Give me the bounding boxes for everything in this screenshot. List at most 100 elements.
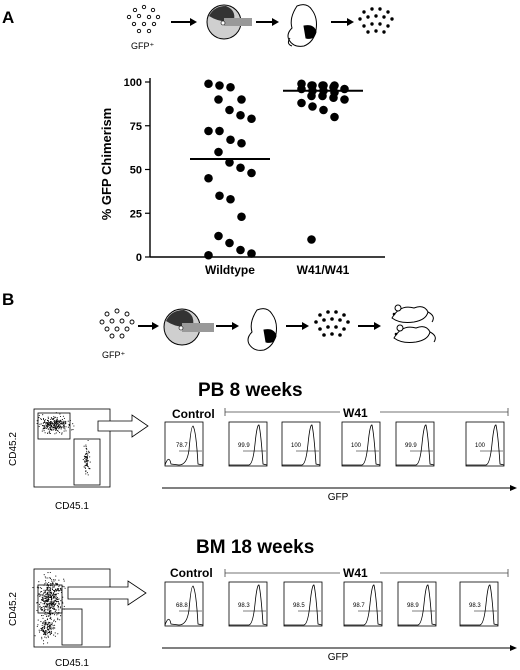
event-dot: [86, 461, 88, 463]
event-dot: [44, 606, 46, 608]
sorted-cells-icon: [358, 7, 394, 34]
event-dot: [45, 608, 47, 611]
event-dot: [47, 599, 49, 601]
event-dot: [55, 429, 57, 432]
event-dot: [55, 593, 57, 595]
event-dot: [53, 579, 55, 581]
event-dot: [55, 590, 57, 592]
event-dot: [43, 643, 45, 645]
event-dot: [46, 587, 48, 589]
event-dot: [68, 424, 70, 426]
event-dot: [45, 598, 47, 600]
gfp-cells-icon: [99, 308, 135, 339]
event-dot: [50, 589, 52, 592]
event-dot: [86, 457, 88, 459]
event-dot: [40, 621, 42, 623]
event-dot: [53, 614, 56, 616]
gfp-histogram: 100: [278, 420, 322, 470]
event-dot: [49, 428, 51, 430]
event-dot: [57, 633, 59, 635]
x-category-label: Wildtype: [205, 263, 255, 277]
event-dot: [54, 420, 56, 422]
event-dot: [53, 619, 55, 621]
event-dot: [54, 597, 56, 599]
event-dot: [43, 633, 45, 636]
event-dot: [43, 426, 45, 429]
histogram-curve: [344, 584, 383, 626]
event-dot: [46, 604, 48, 606]
event-dot: [47, 417, 49, 420]
event-dot: [57, 598, 59, 600]
histogram-curve: [396, 424, 435, 466]
embryo-icon: [287, 4, 317, 47]
histogram-curve: [466, 424, 505, 466]
event-dot: [41, 622, 44, 624]
gfp-axis: GFP: [162, 645, 517, 663]
event-dot: [48, 603, 50, 605]
dot-cloud: [32, 571, 66, 645]
event-dot: [50, 628, 52, 630]
event-dot: [49, 627, 51, 629]
event-dot: [58, 423, 60, 425]
event-dot: [53, 423, 55, 425]
data-point: [204, 79, 213, 89]
event-dot: [49, 430, 51, 432]
event-dot: [49, 425, 51, 427]
event-dot: [53, 424, 56, 426]
gfp-percent-label: 99.9: [238, 443, 250, 449]
event-dot: [55, 596, 57, 598]
event-dot: [86, 456, 88, 458]
event-dot: [86, 472, 88, 474]
event-dot: [43, 595, 45, 597]
event-dot: [55, 609, 57, 611]
event-dot: [54, 632, 56, 634]
data-point: [330, 112, 339, 122]
event-dot: [47, 597, 49, 599]
event-dot: [61, 598, 63, 600]
event-dot: [89, 456, 91, 458]
event-dot: [49, 587, 51, 589]
event-dot: [49, 631, 51, 633]
event-dot: [59, 619, 61, 621]
event-dot: [40, 418, 42, 420]
event-dot: [53, 416, 55, 418]
event-dot: [46, 599, 48, 601]
event-dot: [87, 439, 89, 442]
event-dot: [83, 457, 86, 459]
event-dot: [85, 459, 87, 461]
event-dot: [59, 606, 62, 608]
event-dot: [41, 636, 43, 638]
event-dot: [61, 601, 63, 603]
event-dot: [39, 591, 42, 593]
event-dot: [61, 433, 63, 435]
event-dot: [43, 427, 45, 429]
event-dot: [83, 445, 85, 447]
event-dot: [51, 606, 53, 608]
event-dot: [39, 593, 41, 595]
event-dot: [42, 600, 45, 602]
event-dot: [52, 602, 54, 604]
event-dot: [47, 625, 49, 627]
event-dot: [45, 422, 47, 424]
event-dot: [82, 459, 84, 461]
event-dot: [50, 591, 52, 593]
event-dot: [58, 428, 60, 430]
event-dot: [61, 419, 63, 421]
event-dot: [40, 595, 42, 597]
event-dot: [41, 597, 43, 599]
event-dot: [57, 430, 59, 432]
event-dot: [52, 418, 54, 420]
event-dot: [52, 429, 54, 431]
event-dot: [49, 617, 51, 619]
event-dot: [45, 427, 48, 429]
event-dot: [49, 626, 51, 628]
gfp-percent-label: 100: [291, 443, 302, 449]
event-dot: [65, 430, 67, 432]
event-dot: [58, 422, 60, 424]
event-dot: [44, 600, 46, 602]
event-dot: [49, 424, 51, 426]
event-dot: [47, 584, 49, 586]
data-point: [237, 95, 246, 104]
gate-arrow-icon: [67, 580, 147, 606]
event-dot: [50, 626, 52, 628]
